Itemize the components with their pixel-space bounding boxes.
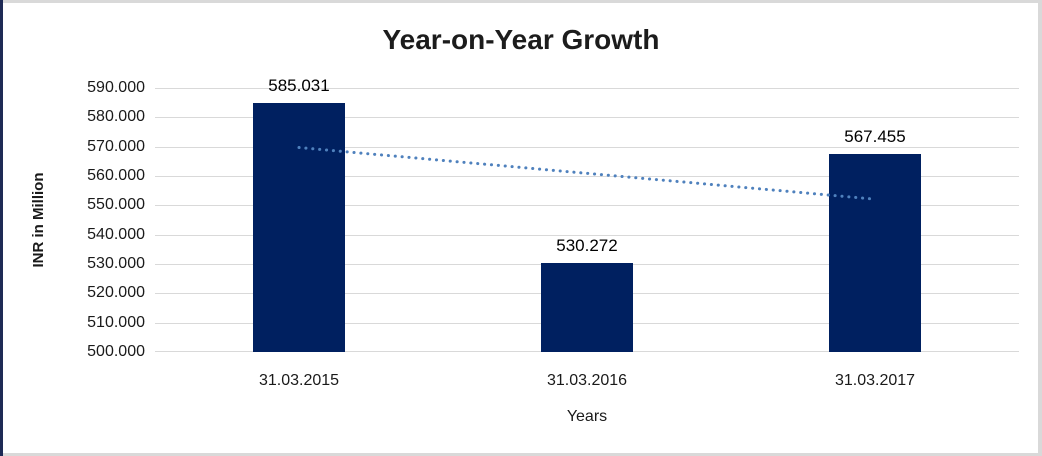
- bar: [541, 263, 633, 352]
- right-border: [1038, 0, 1042, 456]
- y-tick-label: 530.000: [87, 255, 145, 272]
- y-tick-label: 560.000: [87, 167, 145, 184]
- y-tick-label: 580.000: [87, 108, 145, 126]
- y-tick-label: 520.000: [87, 284, 145, 302]
- x-tick-label: 31.03.2016: [546, 372, 628, 389]
- y-tick-label: 500.000: [87, 343, 145, 360]
- gridline: [155, 205, 1019, 207]
- x-tick-label: 31.03.2015: [258, 372, 340, 389]
- gridline: [155, 176, 1019, 177]
- gridline: [155, 146, 1019, 148]
- bar-data-label: 567.455: [844, 127, 906, 147]
- bar: [829, 154, 921, 352]
- x-axis-title: Years: [566, 408, 608, 425]
- bar: [253, 102, 345, 352]
- y-tick-label: 590.000: [87, 79, 145, 96]
- y-tick-label: 570.000: [87, 137, 145, 155]
- x-tick-label: 31.03.2017: [834, 372, 916, 389]
- left-edge-line: [0, 0, 3, 456]
- y-tick-label: 510.000: [87, 313, 145, 331]
- bar-data-label: 585.031: [268, 75, 330, 95]
- bar-data-label: 530.272: [556, 236, 618, 256]
- gridline: [155, 88, 1019, 89]
- plot-area: 585.031 530.272 567.455: [155, 76, 1019, 352]
- top-border: [0, 0, 1042, 3]
- y-tick-label: 540.000: [87, 225, 145, 243]
- gridline: [155, 117, 1019, 119]
- trendline: [297, 146, 877, 201]
- gridline: [155, 234, 1019, 236]
- bottom-border: [0, 453, 1042, 456]
- chart-title: Year-on-Year Growth: [382, 24, 660, 55]
- y-tick-label: 550.000: [87, 196, 145, 214]
